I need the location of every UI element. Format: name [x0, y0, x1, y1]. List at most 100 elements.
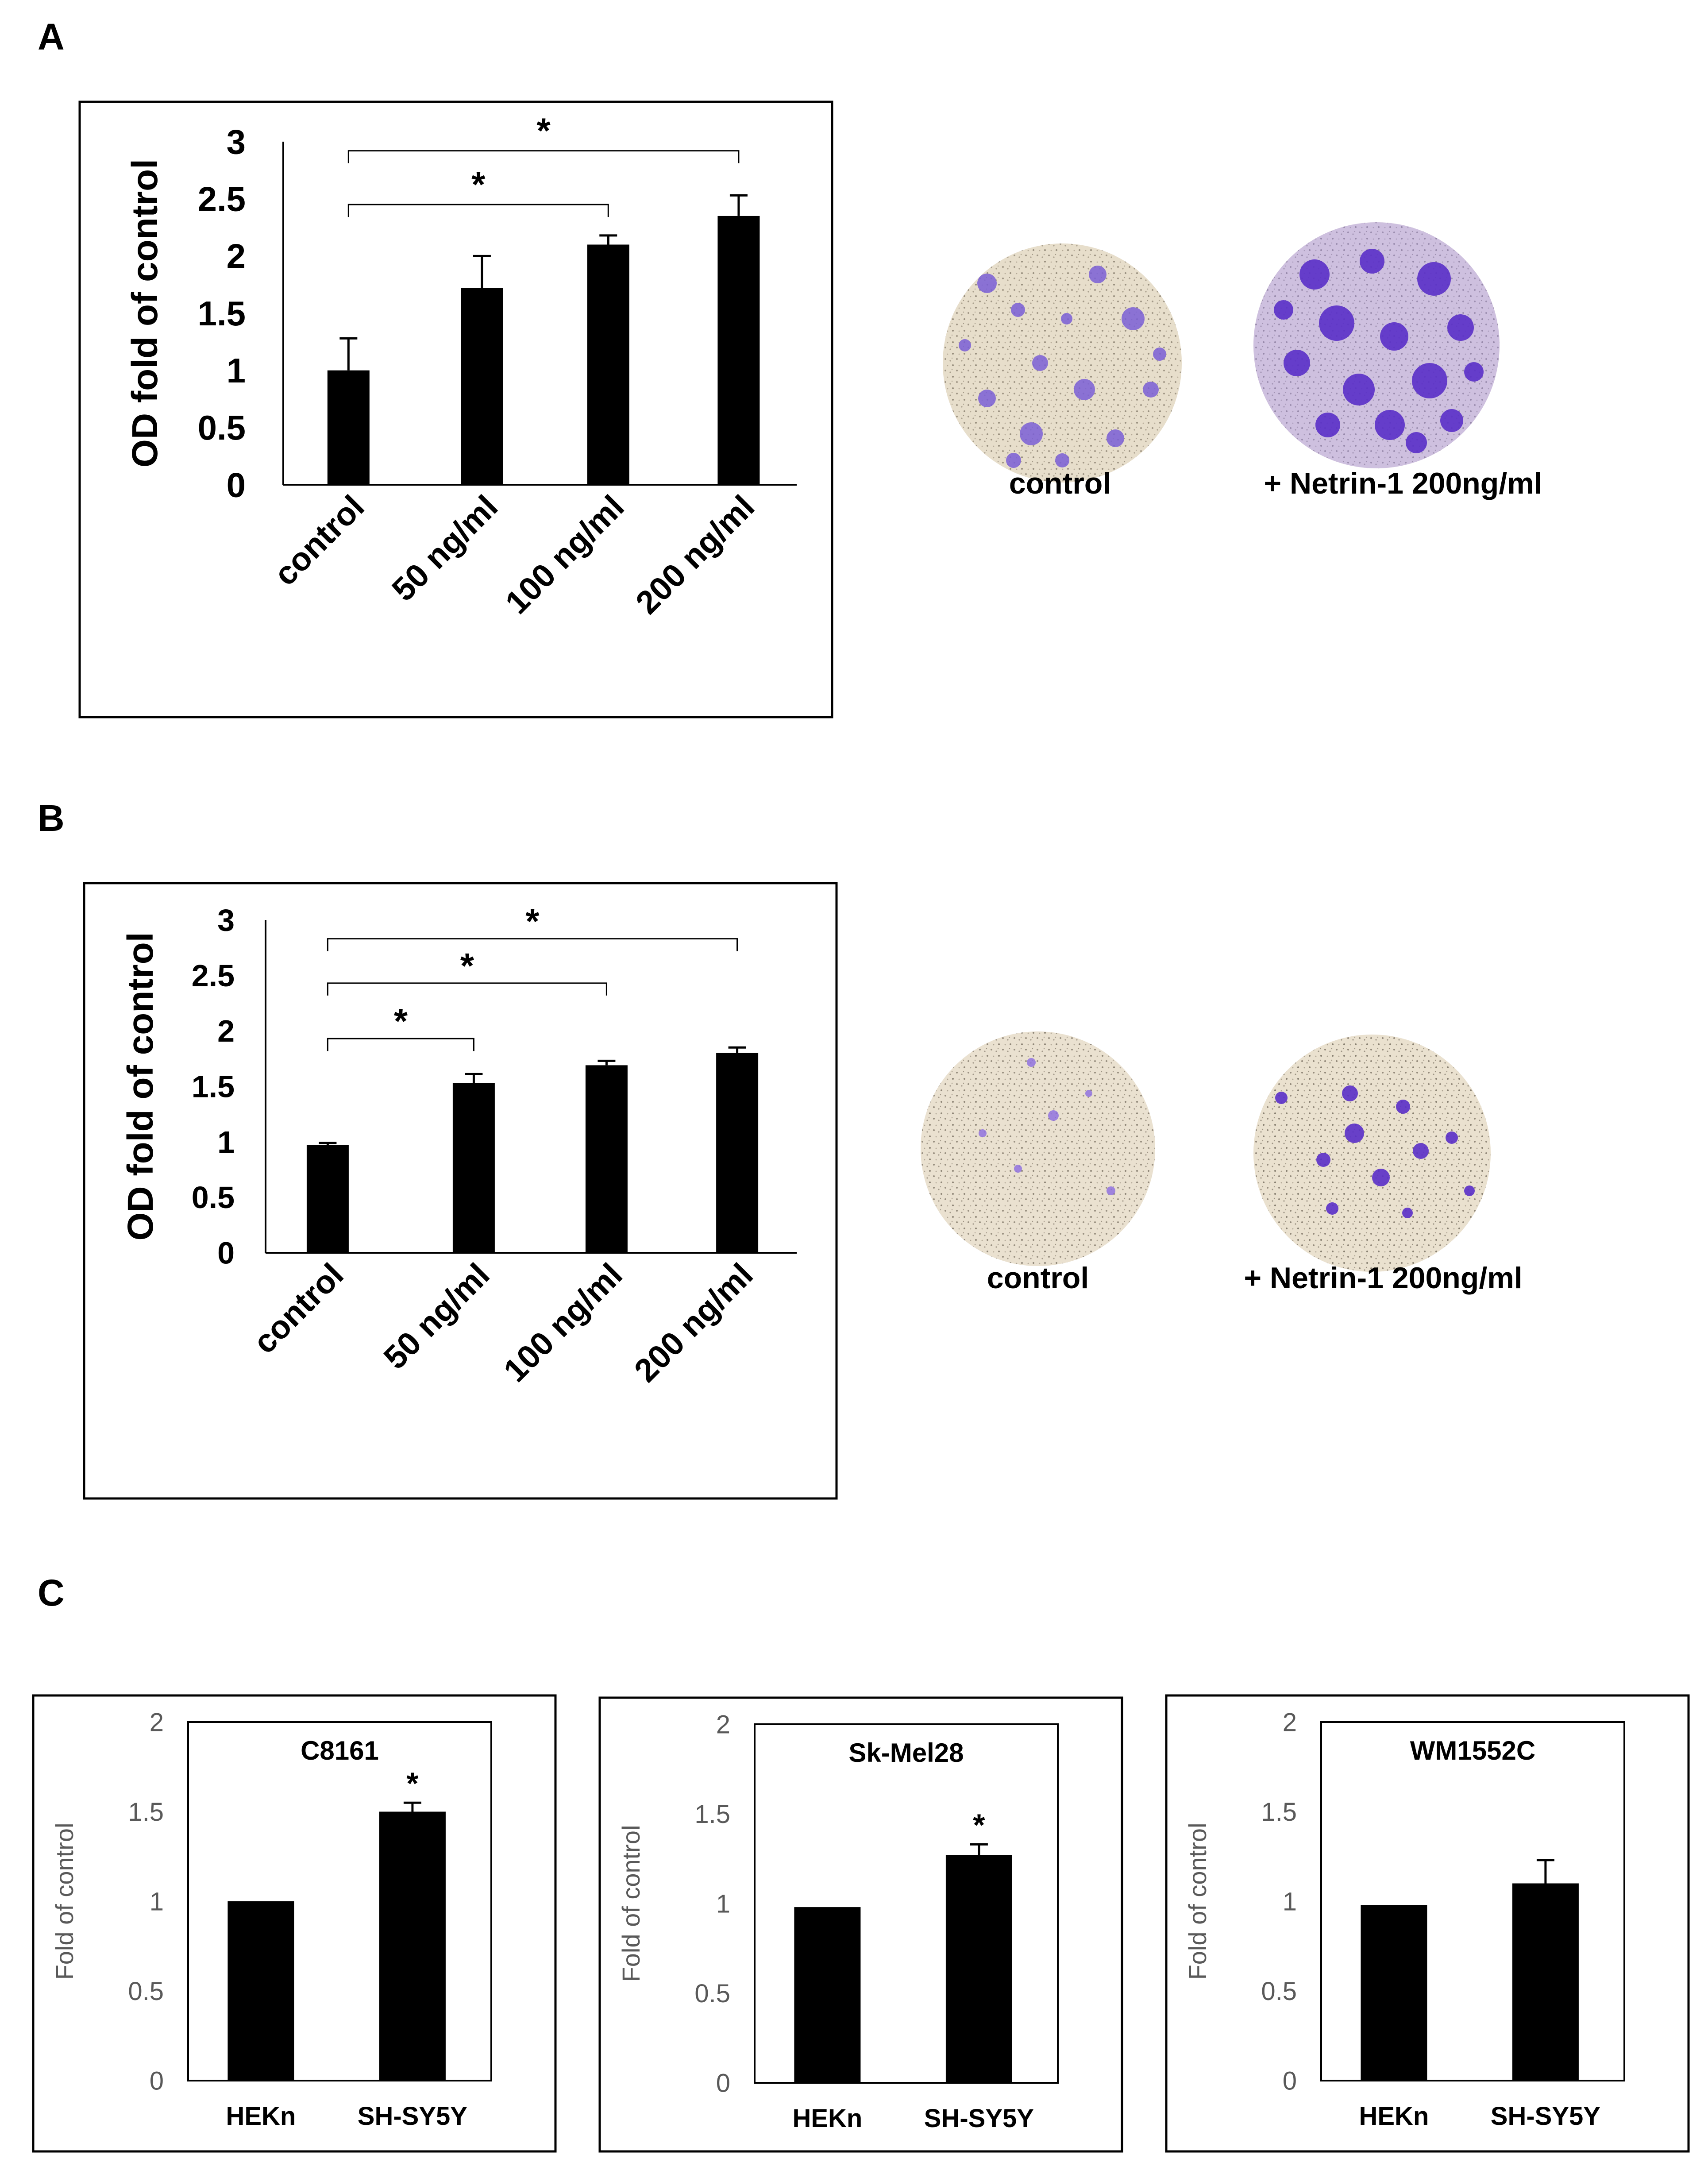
panel-b-photo-netrin [1253, 1035, 1491, 1272]
y-tick-label: 1.5 [128, 1798, 164, 1826]
y-tick-label: 0.5 [1261, 1977, 1297, 2006]
y-tick-label: 2.5 [192, 958, 235, 993]
significance-star: * [471, 165, 486, 204]
significance-star: * [537, 111, 551, 151]
y-tick-label: 0.5 [192, 1180, 235, 1215]
bar [945, 1855, 1012, 2083]
plot-area-frame [754, 1723, 1059, 2084]
panel-c2-frame [598, 1696, 1123, 2153]
panel-b-letter: B [38, 797, 65, 839]
bar [1361, 1905, 1427, 2081]
y-tick-label: 1 [227, 351, 246, 390]
y-tick-label: 0.5 [128, 1977, 164, 2006]
y-tick-label: 1.5 [694, 1800, 730, 1829]
bar [717, 216, 760, 485]
y-tick-label: 0 [227, 465, 246, 504]
x-category-label: SH-SY5Y [358, 2102, 467, 2131]
x-category-label: 200 ng/ml [627, 1256, 760, 1389]
y-tick-label: 2 [217, 1014, 235, 1048]
x-category-label: 100 ng/ml [497, 1256, 629, 1389]
y-tick-label: 1.5 [198, 294, 246, 333]
bar [306, 1145, 349, 1253]
bar [794, 1907, 861, 2083]
y-tick-label: 2.5 [198, 179, 246, 218]
panel-c1-chart: C8161 0 0.5 1 1.5 2 Fold of control HEKn SH-SY5Y… [50, 1708, 492, 2131]
bar [1512, 1883, 1579, 2081]
panel-c3-chart: WM1552C 0 0.5 1 1.5 2 Fold of control HEKn SH-SY… [1184, 1708, 1625, 2131]
significance-star: * [460, 946, 474, 985]
y-tick-label: 1.5 [192, 1070, 235, 1104]
panel-c-letter: C [38, 1572, 65, 1614]
significance-bracket [327, 1038, 474, 1051]
plot-area-frame [1320, 1721, 1625, 2081]
chart-title: WM1552C [1410, 1736, 1535, 1765]
y-axis-label: Fold of control [1184, 1823, 1211, 1980]
panel-a-photo-label-control: control [1009, 467, 1111, 500]
y-tick-label: 1.5 [1261, 1798, 1297, 1826]
x-category-label: SH-SY5Y [924, 2104, 1034, 2133]
significance-bracket [327, 982, 607, 996]
bar [716, 1053, 759, 1253]
bar [585, 1065, 628, 1253]
x-category-label: 100 ng/ml [498, 488, 631, 621]
y-tick-label: 3 [227, 122, 246, 161]
panel-a-chart-frame [78, 100, 833, 718]
y-tick-label: 2 [1283, 1708, 1297, 1737]
x-category-label: 50 ng/ml [385, 488, 505, 608]
panel-b-photo-label-control: control [987, 1261, 1089, 1295]
y-axis-label: Fold of control [617, 1825, 645, 1982]
bar [587, 244, 629, 485]
bar [227, 1901, 294, 2081]
y-tick-label: 0 [1283, 2066, 1297, 2095]
panel-a-photo-label-netrin: + Netrin-1 200ng/ml [1264, 467, 1542, 500]
panel-b-chart: 0 0.5 1 1.5 2 2.5 3 OD fold of control control 50… [120, 902, 797, 1389]
panel-c3-frame [1165, 1694, 1690, 2153]
x-category-label: control [267, 488, 371, 593]
y-tick-label: 0 [217, 1236, 235, 1270]
y-tick-label: 1 [716, 1889, 730, 1918]
x-category-label: HEKn [1359, 2102, 1429, 2131]
panel-a-chart: 0 0.5 1 1.5 2 2.5 3 OD fold of control control 50… [125, 111, 797, 621]
panel-a-photo-control [943, 243, 1182, 483]
y-tick-label: 1 [150, 1887, 164, 1916]
y-axis-label: Fold of control [50, 1823, 78, 1980]
bar [379, 1811, 446, 2081]
x-category-label: 200 ng/ml [628, 488, 761, 621]
significance-star: * [406, 1766, 419, 1800]
panel-b-photo-label-netrin: + Netrin-1 200ng/ml [1244, 1261, 1522, 1295]
significance-star: * [394, 1001, 408, 1041]
panel-c1-frame [32, 1694, 557, 2153]
bar [452, 1083, 495, 1253]
y-tick-label: 0 [150, 2066, 164, 2095]
y-tick-label: 1 [1283, 1887, 1297, 1916]
y-tick-label: 2 [227, 237, 246, 276]
y-tick-label: 0 [716, 2069, 730, 2097]
x-category-label: SH-SY5Y [1491, 2102, 1600, 2131]
panel-a-letter: A [38, 16, 65, 58]
chart-title: Sk-Mel28 [848, 1738, 964, 1768]
y-tick-label: 0.5 [694, 1979, 730, 2008]
x-category-label: HEKn [792, 2104, 862, 2133]
y-tick-label: 2 [150, 1708, 164, 1737]
x-category-label: 50 ng/ml [377, 1256, 497, 1376]
panel-c2-chart: Sk-Mel28 0 0.5 1 1.5 2 Fold of control HEKn SH-S… [617, 1710, 1059, 2133]
panel-a-photo-netrin [1253, 222, 1500, 468]
plot-area-frame [187, 1721, 492, 2081]
chart-title: C8161 [301, 1736, 379, 1765]
significance-star: * [973, 1807, 985, 1842]
x-category-label: HEKn [226, 2102, 296, 2131]
significance-bracket [347, 204, 609, 217]
bar [461, 288, 503, 485]
panel-b-chart-frame [83, 882, 838, 1500]
significance-bracket [347, 150, 740, 163]
y-tick-label: 2 [716, 1710, 730, 1739]
y-axis-label: OD fold of control [125, 159, 165, 467]
x-category-label: control [246, 1256, 351, 1361]
y-tick-label: 1 [217, 1125, 235, 1159]
y-tick-label: 0.5 [198, 408, 246, 447]
significance-bracket [327, 938, 738, 951]
y-tick-label: 3 [217, 903, 235, 938]
panel-b-photo-control [921, 1031, 1155, 1266]
